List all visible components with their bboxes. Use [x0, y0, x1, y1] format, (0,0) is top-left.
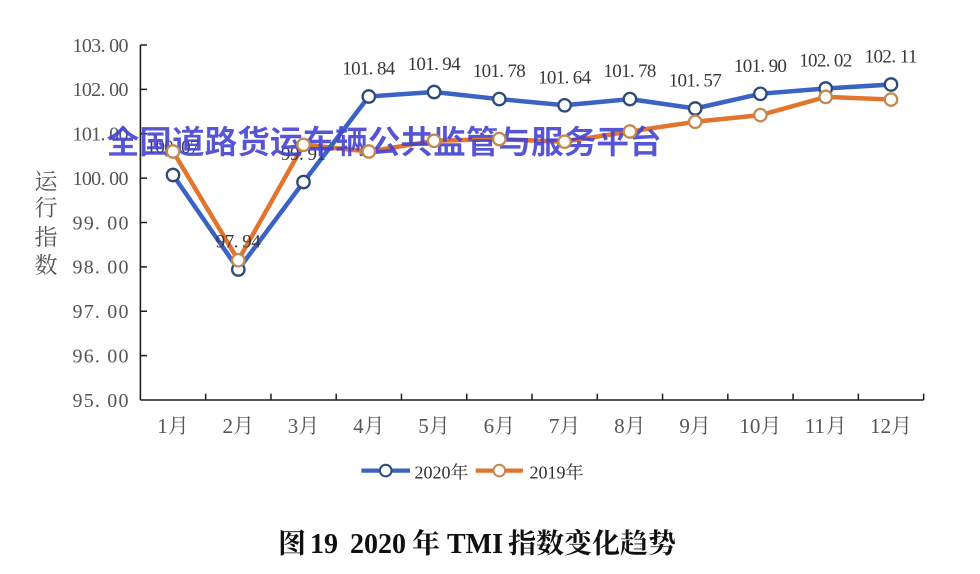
svg-text:96. 00: 96. 00 [73, 345, 129, 367]
svg-text:101. 00: 101. 00 [73, 124, 129, 146]
svg-text:101. 90: 101. 90 [734, 56, 787, 77]
svg-text:2: 2 [223, 414, 234, 438]
svg-text:97. 94: 97. 94 [216, 232, 261, 253]
svg-text:12: 12 [870, 414, 891, 438]
svg-text:101. 57: 101. 57 [669, 71, 722, 92]
svg-text:102. 00: 102. 00 [73, 79, 129, 101]
svg-text:100. 00: 100. 00 [73, 168, 129, 190]
svg-text:2020: 2020 [350, 529, 406, 560]
svg-text:97. 00: 97. 00 [73, 301, 129, 323]
svg-text:8: 8 [614, 414, 625, 438]
svg-text:10: 10 [739, 414, 760, 438]
svg-text:5: 5 [418, 414, 429, 438]
svg-text:101. 78: 101. 78 [603, 61, 656, 82]
svg-text:TMI: TMI [447, 529, 503, 560]
svg-text:102. 02: 102. 02 [799, 51, 852, 72]
svg-text:19: 19 [310, 529, 338, 560]
svg-text:102. 11: 102. 11 [865, 47, 918, 68]
svg-text:101. 84: 101. 84 [342, 59, 396, 80]
svg-text:2019: 2019 [530, 463, 566, 483]
svg-text:1: 1 [157, 414, 168, 438]
svg-text:99. 00: 99. 00 [73, 212, 129, 234]
svg-text:4: 4 [353, 414, 364, 438]
svg-text:6: 6 [484, 414, 495, 438]
svg-text:101. 64: 101. 64 [538, 67, 592, 88]
svg-text:2020: 2020 [415, 463, 451, 483]
svg-text:95. 00: 95. 00 [73, 390, 129, 412]
svg-text:103. 00: 103. 00 [73, 35, 129, 57]
svg-text:11: 11 [805, 414, 825, 438]
svg-text:101. 78: 101. 78 [473, 61, 526, 82]
svg-text:7: 7 [549, 414, 560, 438]
svg-text:3: 3 [288, 414, 299, 438]
svg-text:9: 9 [679, 414, 690, 438]
svg-text:98. 00: 98. 00 [73, 257, 129, 279]
svg-text:101. 94: 101. 94 [408, 54, 462, 75]
